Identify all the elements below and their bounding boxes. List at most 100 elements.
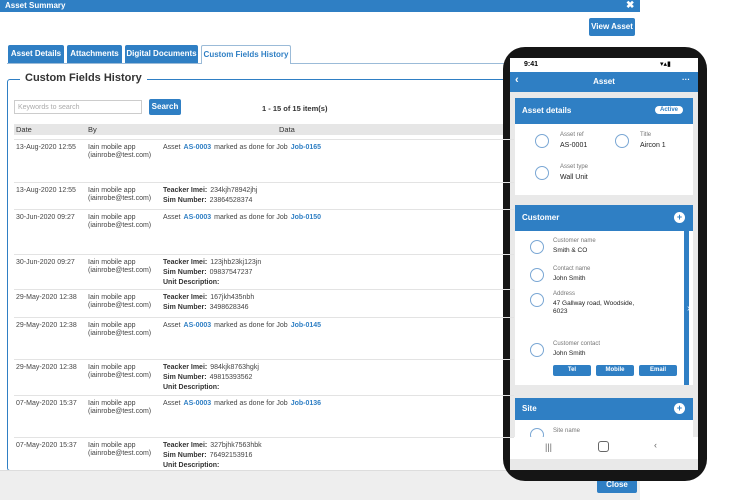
- back[interactable]: ‹: [515, 74, 519, 86]
- data-line: Sim Number: 09837547237: [163, 268, 255, 277]
- by: (iainrobe@test.com): [88, 152, 152, 159]
- field-value: AS-0001: [560, 142, 588, 149]
- link[interactable]: AS-0003: [183, 214, 212, 221]
- paging: 1 - 15 of 15 item(s): [262, 104, 328, 113]
- contact-button[interactable]: Tel: [553, 365, 591, 376]
- data-line: Asset AS-0003 marked as done for Job Job-01…: [163, 399, 324, 408]
- data-line: Teacker Imei: 123jhb23kj123jn: [163, 258, 264, 267]
- icon: [535, 134, 549, 148]
- icon: [615, 134, 629, 148]
- table-row: 13-Aug-2020 12:55 Iain mobile app (iainrob…: [14, 182, 514, 210]
- tab[interactable]: Asset Details: [8, 45, 64, 63]
- link[interactable]: Job-0145: [290, 322, 322, 329]
- search-button[interactable]: Search: [149, 99, 181, 115]
- text: marked as done for Job: [214, 144, 288, 151]
- nav-home[interactable]: [598, 441, 609, 452]
- status-bar: 9:41 ▾▴▮: [510, 58, 698, 72]
- column-header: Date: [16, 125, 32, 134]
- data-line: Asset AS-0003 marked as done for Job Job-01…: [163, 321, 324, 330]
- contact-button[interactable]: Mobile: [596, 365, 634, 376]
- date: 30-Jun-2020 09:27: [16, 214, 75, 221]
- link[interactable]: AS-0003: [183, 322, 212, 329]
- date: 07-May-2020 15:37: [16, 442, 77, 449]
- table-row: 07-May-2020 15:37 Iain mobile app (iainrob…: [14, 437, 514, 478]
- field-value: Wall Unit: [560, 174, 588, 181]
- data-line: Unit Description:: [163, 461, 222, 470]
- text: Sim Number:: [163, 197, 207, 204]
- text: Sim Number:: [163, 452, 207, 459]
- table-row: 29-May-2020 12:38 Iain mobile app (iainrob…: [14, 317, 514, 360]
- data-line: Sim Number: 76492153916: [163, 451, 255, 460]
- by: (iainrobe@test.com): [88, 330, 152, 337]
- link[interactable]: Job-0165: [290, 144, 322, 151]
- nav-recent[interactable]: |||: [545, 442, 553, 452]
- column-header: Data: [279, 125, 295, 134]
- link[interactable]: Job-0150: [290, 214, 322, 221]
- text: Asset: [163, 322, 181, 329]
- link[interactable]: Job-0136: [290, 400, 322, 407]
- by: (iainrobe@test.com): [88, 450, 152, 457]
- data-line: Teacker Imei: 234kjh78942jhj: [163, 186, 260, 195]
- icon: [535, 166, 549, 180]
- data-line: Teacker Imei: 327bjhk7563hbk: [163, 441, 265, 450]
- table-row: 07-May-2020 15:37 Iain mobile app (iainrob…: [14, 395, 514, 438]
- icon: [530, 293, 544, 307]
- by: Iain mobile app: [88, 259, 136, 266]
- contact-button[interactable]: Email: [639, 365, 677, 376]
- tab[interactable]: Attachments: [67, 45, 122, 63]
- data-line: Unit Description:: [163, 278, 222, 287]
- field-label: Address: [553, 291, 576, 297]
- date: 29-May-2020 12:38: [16, 364, 77, 371]
- search-input[interactable]: Keywords to search: [14, 100, 142, 114]
- header-title: Asset: [593, 77, 615, 86]
- close-button[interactable]: Close: [597, 477, 637, 493]
- field-value: 47 Gallway road, Woodside, 6023: [553, 300, 635, 315]
- by: Iain mobile app: [88, 322, 136, 329]
- data-line: Sim Number: 3498628346: [163, 303, 252, 312]
- field-value: John Smith: [553, 350, 586, 357]
- text: marked as done for Job: [214, 322, 288, 329]
- view-asset-button[interactable]: View Asset: [589, 18, 635, 36]
- field-label: Contact name: [553, 266, 591, 272]
- table-row: 13-Aug-2020 12:55 Iain mobile app (iainrob…: [14, 139, 514, 183]
- text: Teacker Imei:: [163, 259, 208, 266]
- table-row: 30-Jun-2020 09:27 Iain mobile app (iainrob…: [14, 254, 514, 290]
- by: Iain mobile app: [88, 400, 136, 407]
- table-row: 30-Jun-2020 09:27 Iain mobile app (iainrob…: [14, 209, 514, 255]
- close-x[interactable]: ✖: [626, 0, 635, 11]
- by: (iainrobe@test.com): [88, 222, 152, 229]
- data-line: Sim Number: 49815393562: [163, 373, 255, 382]
- text: 123jhb23kj123jn: [210, 259, 262, 266]
- link[interactable]: AS-0003: [183, 144, 212, 151]
- by: Iain mobile app: [88, 187, 136, 194]
- icon: [530, 240, 544, 254]
- add[interactable]: +: [674, 212, 685, 223]
- text: Asset: [163, 400, 181, 407]
- data-line: Asset AS-0003 marked as done for Job Job-01…: [163, 213, 324, 222]
- add[interactable]: +: [674, 403, 685, 414]
- date: 30-Jun-2020 09:27: [16, 259, 75, 266]
- by: (iainrobe@test.com): [88, 408, 152, 415]
- contact-buttons: Tel Mobile Email: [553, 365, 683, 376]
- text: Asset: [163, 144, 181, 151]
- date: 13-Aug-2020 12:55: [16, 187, 76, 194]
- tab[interactable]: Custom Fields History: [201, 45, 291, 64]
- text: marked as done for Job: [214, 214, 288, 221]
- status-badge: Active: [655, 106, 684, 114]
- menu[interactable]: ···: [682, 75, 690, 84]
- text: Sim Number:: [163, 374, 207, 381]
- nav-back[interactable]: ‹: [654, 440, 657, 450]
- link[interactable]: AS-0003: [183, 400, 212, 407]
- text: Teacker Imei:: [163, 442, 208, 449]
- by: (iainrobe@test.com): [88, 302, 152, 309]
- text: Unit Description:: [163, 462, 220, 469]
- data-line: Sim Number: 23864528374: [163, 196, 255, 205]
- text: 327bjhk7563hbk: [210, 442, 262, 449]
- next[interactable]: ›: [687, 303, 691, 314]
- tab[interactable]: Digital Documents: [125, 45, 198, 63]
- card-title: Customer: [515, 205, 693, 231]
- field-label: Title: [640, 132, 652, 138]
- date: 29-May-2020 12:38: [16, 294, 77, 301]
- text: 49815393562: [209, 374, 253, 381]
